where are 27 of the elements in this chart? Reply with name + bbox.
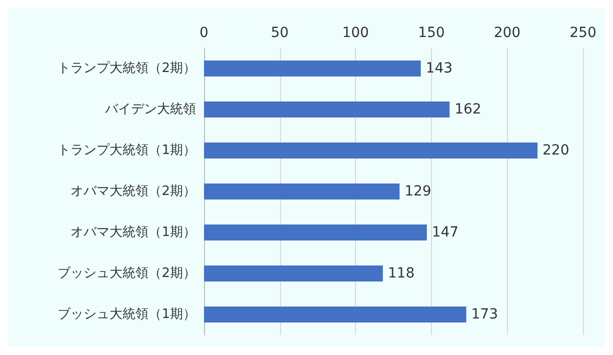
bar [204, 142, 538, 158]
bar [204, 184, 400, 200]
data-label: 147 [432, 224, 459, 240]
bar [204, 60, 421, 76]
data-label: 162 [454, 102, 482, 118]
x-tick-label: 250 [570, 25, 596, 41]
data-label: 129 [404, 184, 432, 200]
y-tick-label: ブッシュ大統領（1期） [58, 307, 196, 322]
x-tick-label: 100 [342, 25, 369, 41]
x-tick-label: 200 [494, 25, 521, 41]
x-tick-label: 50 [270, 25, 289, 41]
x-tick-label: 150 [418, 25, 445, 41]
y-tick-label: オバマ大統領（1期） [70, 225, 196, 240]
y-tick-label: ブッシュ大統領（2期） [58, 266, 196, 281]
data-label: 118 [388, 266, 415, 282]
y-tick-label: トランプ大統領（1期） [58, 143, 196, 158]
y-tick-label: トランプ大統領（2期） [58, 61, 196, 76]
y-tick-label: バイデン大統領 [104, 102, 196, 117]
bar [204, 224, 427, 240]
bar [204, 102, 450, 118]
data-label: 173 [471, 306, 498, 322]
data-label: 220 [542, 142, 570, 158]
bar [204, 306, 466, 322]
x-tick-label: 0 [200, 25, 208, 41]
data-label: 143 [426, 60, 453, 76]
bar [204, 266, 383, 282]
y-tick-label: オバマ大統領（2期） [70, 184, 196, 199]
